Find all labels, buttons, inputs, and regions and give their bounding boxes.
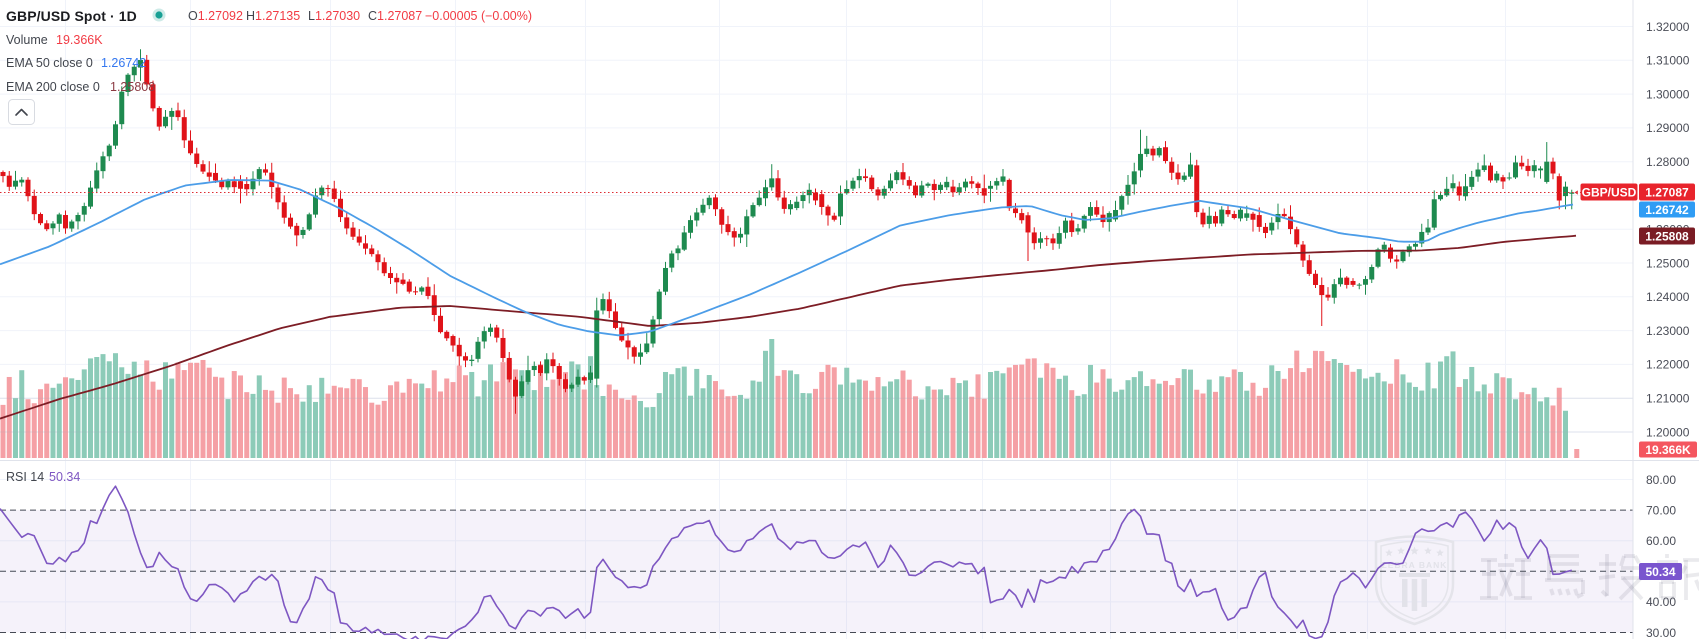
svg-text:−0.00005 (−0.00%): −0.00005 (−0.00%) <box>425 9 532 23</box>
svg-text:1.30000: 1.30000 <box>1646 87 1690 101</box>
svg-text:1.24000: 1.24000 <box>1646 290 1690 304</box>
svg-text:1.23000: 1.23000 <box>1646 324 1690 338</box>
svg-text:1.25808: 1.25808 <box>110 80 155 94</box>
svg-text:50.34: 50.34 <box>49 470 80 484</box>
svg-text:1.26742: 1.26742 <box>101 56 146 70</box>
svg-text:70.00: 70.00 <box>1646 503 1676 517</box>
svg-text:1.25808: 1.25808 <box>1645 229 1689 243</box>
svg-text:1.29000: 1.29000 <box>1646 121 1690 135</box>
svg-text:L1.27030: L1.27030 <box>308 9 360 23</box>
svg-text:40.00: 40.00 <box>1646 595 1676 609</box>
svg-text:ZEBRA BANK: ZEBRA BANK <box>1382 560 1448 570</box>
svg-text:50.34: 50.34 <box>1645 565 1675 579</box>
svg-text:1.27087: 1.27087 <box>1645 185 1689 199</box>
svg-text:C1.27087: C1.27087 <box>368 9 422 23</box>
svg-text:1.25000: 1.25000 <box>1646 256 1690 270</box>
svg-text:EMA 200 close 0: EMA 200 close 0 <box>6 80 100 94</box>
svg-text:RSI 14: RSI 14 <box>6 470 44 484</box>
svg-text:H1.27135: H1.27135 <box>246 9 300 23</box>
svg-text:1.31000: 1.31000 <box>1646 54 1690 68</box>
svg-text:30.00: 30.00 <box>1646 626 1676 639</box>
svg-text:19.366K: 19.366K <box>56 33 103 47</box>
svg-text:GBP/USD: GBP/USD <box>1582 185 1637 199</box>
svg-text:GBP/USD Spot · 1D: GBP/USD Spot · 1D <box>6 8 137 24</box>
svg-text:O1.27092: O1.27092 <box>188 9 243 23</box>
svg-text:1.21000: 1.21000 <box>1646 392 1690 406</box>
svg-text:Volume: Volume <box>6 33 48 47</box>
svg-text:EMA 50 close 0: EMA 50 close 0 <box>6 56 93 70</box>
svg-text:1.20000: 1.20000 <box>1646 425 1690 439</box>
svg-text:1.32000: 1.32000 <box>1646 20 1690 34</box>
svg-text:1.22000: 1.22000 <box>1646 358 1690 372</box>
svg-text:60.00: 60.00 <box>1646 534 1676 548</box>
svg-text:80.00: 80.00 <box>1646 473 1676 487</box>
svg-text:1.26742: 1.26742 <box>1645 203 1689 217</box>
svg-text:19.366K: 19.366K <box>1645 443 1691 457</box>
svg-text:1.28000: 1.28000 <box>1646 155 1690 169</box>
